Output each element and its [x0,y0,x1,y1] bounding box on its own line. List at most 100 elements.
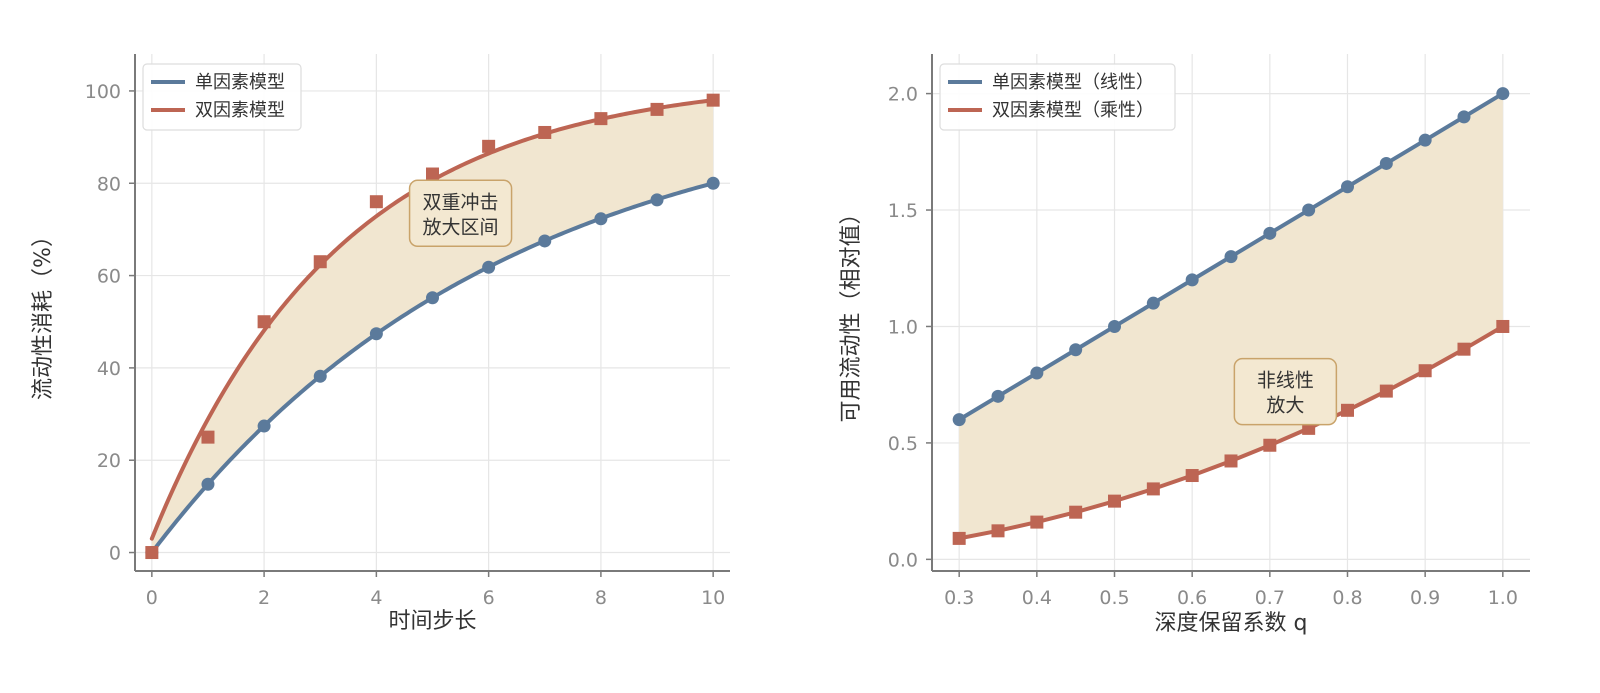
data-point-single [257,419,271,433]
data-point-single [1457,110,1471,124]
data-point-single [1340,180,1354,194]
data-point-single [1224,250,1238,264]
x-ticks: 0.3 0.4 0.5 0.6 0.7 0.8 0.9 1.0 [944,571,1518,609]
x-ticks: 0 2 4 6 8 10 [146,571,725,609]
data-point-dual [257,315,271,329]
data-point-single [201,477,215,491]
data-point-dual [482,139,496,153]
data-point-single [952,413,966,427]
x-tick-label: 10 [701,587,725,609]
series-markers-single [952,87,1510,427]
annotation-text: 双重冲击 [423,191,499,213]
data-point-single [482,260,496,274]
data-point-single [1185,273,1199,287]
chart-panel-1: 0 2 4 6 8 10020406080100时间步长流动性消耗（%）单因素模型双因素模… [31,54,730,634]
y-ticks: 0 20 40 60 80 100 [85,81,135,565]
data-point-dual [1069,505,1083,519]
y-tick-label: 2.0 [888,84,918,106]
x-tick-label: 0.5 [1099,587,1129,609]
fill-between-area [151,100,714,553]
y-axis-label: 可用流动性（相对值） [839,202,864,422]
data-point-single [1146,296,1160,310]
data-point-single [1030,366,1044,380]
x-axis-label: 深度保留系数 q [1155,611,1308,636]
series-markers-single [145,176,720,560]
chart-panel-2: 0.3 0.4 0.5 0.6 0.7 0.8 0.9 1.0 0.0 0.5 1.0 1.5 2.0 深… [839,54,1530,636]
x-tick-label: 2 [258,587,270,609]
y-tick-label: 1.0 [888,316,918,338]
y-tick-label: 60 [97,266,121,288]
fill-between-area [959,93,1503,539]
x-tick-label: 6 [483,587,495,609]
x-tick-label: 0.6 [1177,587,1207,609]
legend-label: 双因素模型（乘性） [992,100,1154,121]
data-point-single [594,212,608,226]
data-point-dual [1224,454,1238,468]
data-point-single [1496,87,1510,101]
y-axis-label: 流动性消耗（%） [31,225,56,400]
legend-label: 单因素模型（线性） [992,72,1154,93]
x-tick-label: 0.8 [1332,587,1362,609]
y-tick-label: 0 [109,543,121,565]
data-point-dual [706,93,720,107]
data-point-single [1263,226,1277,240]
data-point-dual [594,112,608,126]
y-tick-label: 100 [85,81,121,103]
y-tick-label: 40 [97,358,121,380]
x-tick-label: 4 [370,587,382,609]
x-tick-label: 1.0 [1488,587,1518,609]
data-point-single [1069,343,1083,357]
data-point-single [991,389,1005,403]
data-point-dual [426,167,439,181]
legend: 单因素模型（线性） 双因素模型（乘性） [939,63,1176,131]
annotation-box [1233,357,1338,426]
data-point-dual [1379,384,1393,398]
data-point-dual [538,125,552,139]
data-point-dual [1263,438,1277,452]
data-point-dual [145,546,159,560]
x-tick-label: 8 [595,587,607,609]
data-point-single [1379,156,1393,170]
data-point-dual [952,531,966,545]
data-point-dual [1185,469,1199,483]
annotation-text: 非线性 [1257,370,1314,392]
annotation-text: 放大区间 [423,216,499,238]
y-tick-label: 1.5 [888,200,918,222]
data-point-dual [1340,403,1354,417]
annotation-text: 放大 [1266,395,1304,417]
data-point-single [650,193,664,207]
y-ticks: 0.0 0.5 1.0 1.5 2.0 [888,84,932,571]
x-axis-label: 时间步长 [388,609,476,634]
legend-label: 双因素模型 [195,100,285,121]
x-tick-label: 0.9 [1410,587,1440,609]
x-tick-label: 0.4 [1022,587,1052,609]
data-point-dual [1496,319,1510,333]
legend-label: 单因素模型 [195,72,285,93]
series-markers-dual [952,319,1510,545]
data-point-dual [650,102,664,116]
data-point-dual [369,195,383,209]
data-point-dual [313,255,327,269]
data-point-dual [1030,515,1044,529]
data-point-single [426,291,439,305]
y-tick-label: 80 [97,173,121,195]
data-point-single [1418,133,1432,147]
data-point-single [1302,203,1316,217]
data-point-single [706,176,720,190]
data-point-dual [1108,494,1122,508]
y-tick-label: 0.5 [888,433,918,455]
data-point-dual [991,524,1005,538]
data-point-single [538,234,552,248]
data-point-dual [1146,482,1160,496]
data-point-single [369,327,383,341]
data-point-dual [1418,364,1432,378]
x-tick-label: 0.3 [944,587,974,609]
x-tick-label: 0.7 [1255,587,1285,609]
y-tick-label: 0.0 [888,549,918,571]
data-point-dual [1457,342,1471,356]
